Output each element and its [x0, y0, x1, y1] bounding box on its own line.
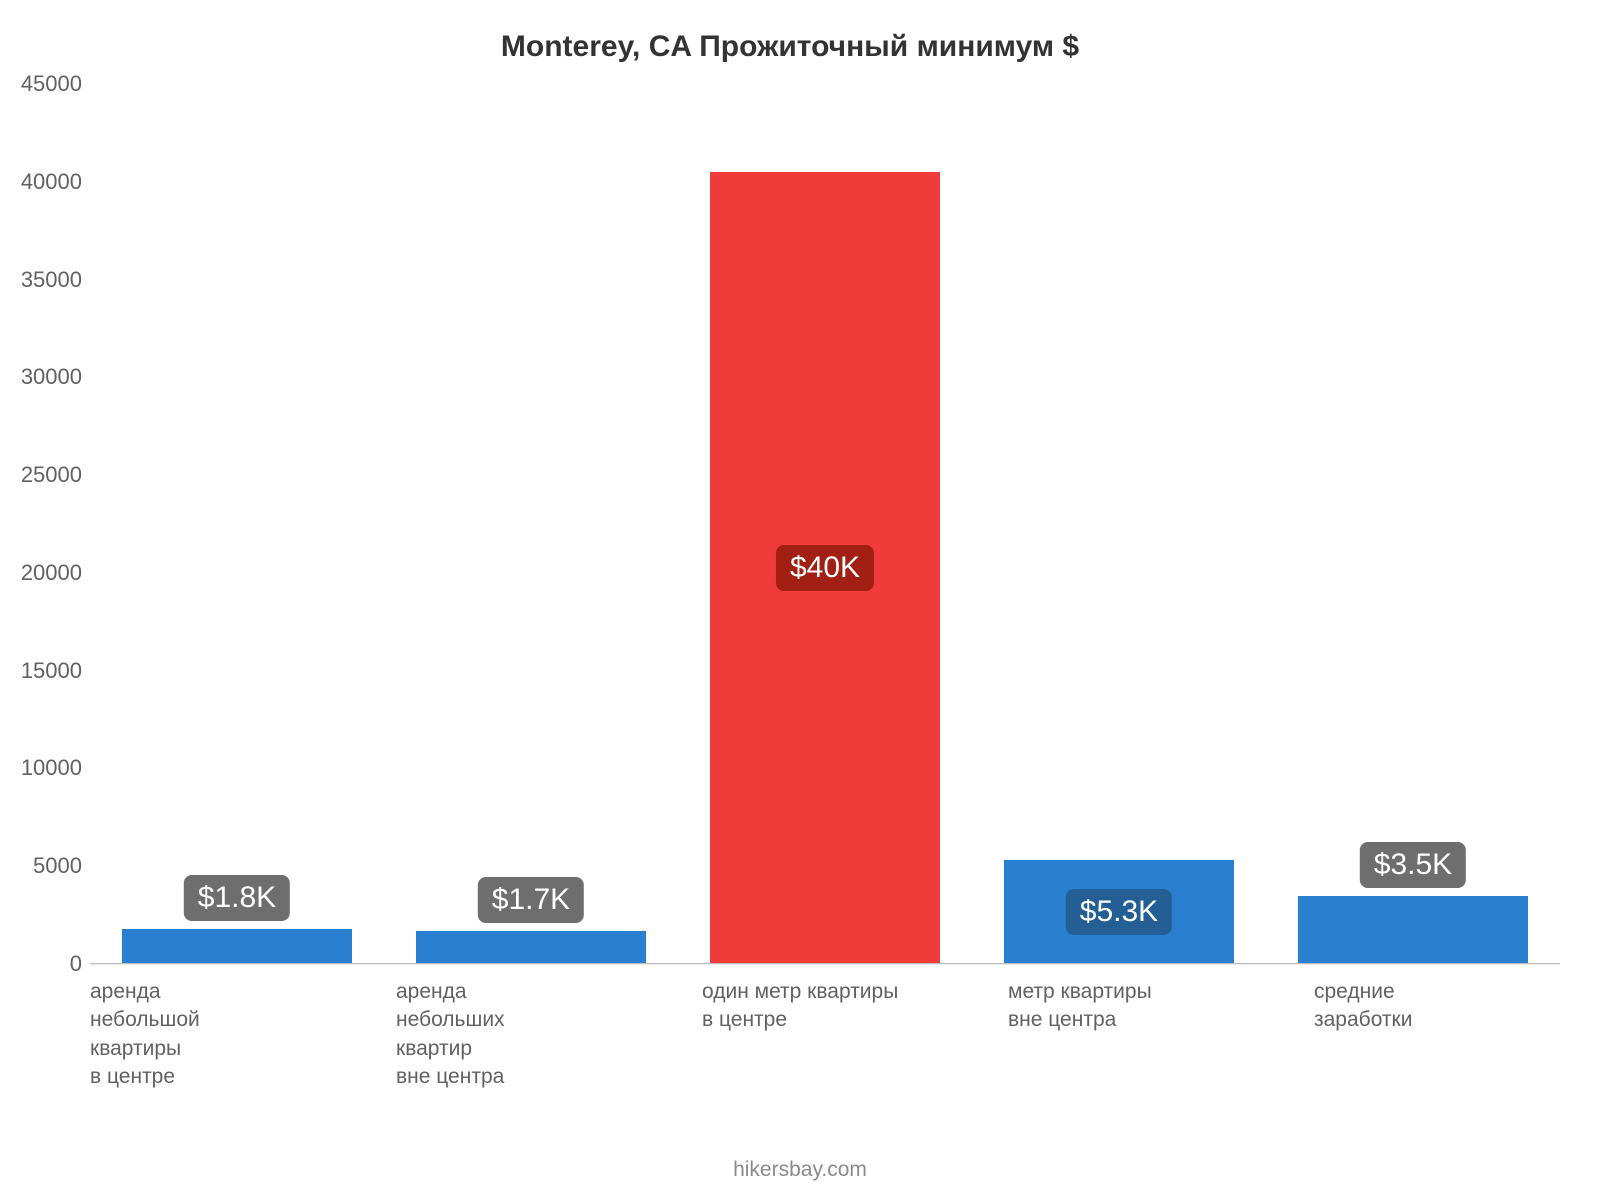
y-tick-label: 10000	[21, 755, 82, 781]
x-label-slot: один метр квартиры в центре	[682, 978, 988, 1091]
bar-slot: $40K	[678, 84, 972, 964]
y-tick-label: 15000	[21, 658, 82, 684]
bar-value-badge: $1.7K	[478, 877, 584, 923]
x-axis-label: аренда небольшой квартиры в центре	[90, 978, 200, 1091]
x-label-slot: аренда небольшой квартиры в центре	[70, 978, 376, 1091]
bar-slot: $5.3K	[972, 84, 1266, 964]
grid-region: $1.8K $1.7K $40K $5.3K $3.5K	[90, 84, 1560, 964]
y-tick-label: 0	[70, 951, 82, 977]
x-label-slot: средние заработки	[1294, 978, 1600, 1091]
bar	[416, 931, 645, 964]
y-tick-label: 20000	[21, 560, 82, 586]
bar-value-badge: $5.3K	[1066, 889, 1172, 935]
baseline	[90, 963, 1560, 964]
x-label-slot: аренда небольших квартир вне центра	[376, 978, 682, 1091]
y-tick-label: 40000	[21, 169, 82, 195]
bar-value-badge: $40K	[776, 545, 874, 591]
source-attribution: hikersbay.com	[0, 1158, 1600, 1182]
plot-area: 0500010000150002000025000300003500040000…	[20, 84, 1560, 964]
y-axis: 0500010000150002000025000300003500040000…	[20, 84, 90, 964]
x-axis-label: средние заработки	[1314, 978, 1412, 1091]
x-axis-label: аренда небольших квартир вне центра	[396, 978, 505, 1091]
bar: $5.3K	[1004, 860, 1233, 964]
bar-slot: $3.5K	[1266, 84, 1560, 964]
bar-value-badge: $3.5K	[1360, 842, 1466, 888]
x-axis-label: один метр квартиры в центре	[702, 978, 898, 1091]
y-tick-label: 25000	[21, 462, 82, 488]
bar	[1298, 896, 1527, 964]
bar-slot: $1.7K	[384, 84, 678, 964]
x-axis-label: метр квартиры вне центра	[1008, 978, 1152, 1091]
bar: $40K	[710, 172, 939, 964]
y-tick-label: 30000	[21, 364, 82, 390]
bar-slot: $1.8K	[90, 84, 384, 964]
chart-container: Monterey, CA Прожиточный минимум $ 0 5000…	[0, 0, 1600, 1200]
bar-value-badge: $1.8K	[184, 875, 290, 921]
chart-title: Monterey, CA Прожиточный минимум $	[20, 30, 1560, 64]
x-label-slot: метр квартиры вне центра	[988, 978, 1294, 1091]
y-tick-label: 5000	[33, 853, 82, 879]
y-tick-label: 45000	[21, 71, 82, 97]
bar	[122, 929, 351, 964]
bars-group: $1.8K $1.7K $40K $5.3K $3.5K	[90, 84, 1560, 964]
x-axis-labels: аренда небольшой квартиры в центре аренда…	[70, 978, 1600, 1091]
y-tick-label: 35000	[21, 267, 82, 293]
